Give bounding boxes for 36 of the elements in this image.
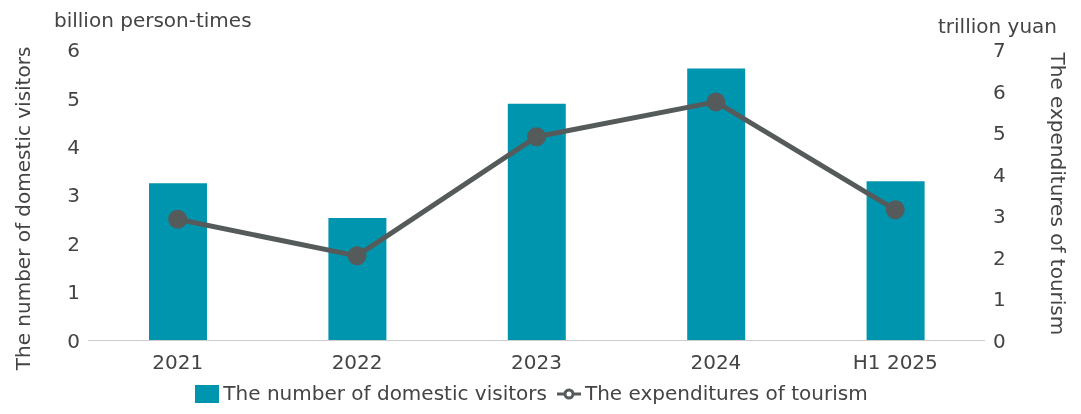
y-tick-label: 4 <box>67 134 80 159</box>
y-tick-label: 1 <box>67 280 80 305</box>
y2-tick-label: 3 <box>993 204 1006 229</box>
point <box>706 92 726 112</box>
point <box>168 209 188 229</box>
point <box>527 127 546 147</box>
bar <box>328 218 387 341</box>
text: billion person-times <box>54 8 252 32</box>
legend-label: The number of domestic visitors <box>223 380 547 405</box>
y2-axis-title: The expenditures of tourism <box>1045 51 1070 336</box>
y2-tick-label: 2 <box>993 245 1006 270</box>
y-tick-label: 0 <box>67 328 80 353</box>
legend-label: The expenditures of tourism <box>584 380 868 405</box>
bar <box>687 68 746 341</box>
text: trillion yuan <box>937 14 1057 38</box>
bar <box>866 181 925 341</box>
point <box>347 246 367 266</box>
y-axis-title: The number of domestic visitors <box>11 46 36 372</box>
bar <box>149 183 207 341</box>
y-tick-label: 3 <box>67 183 80 208</box>
y2-tick-label: 5 <box>993 121 1006 146</box>
y2-tick-label: 1 <box>993 287 1006 312</box>
point <box>885 200 905 220</box>
bar <box>507 103 566 341</box>
y2-tick-label: 4 <box>993 162 1006 187</box>
x-tick-label: 2022 <box>331 349 383 374</box>
x-tick-label: H1 2025 <box>852 349 938 374</box>
x-tick-label: 2021 <box>152 349 204 374</box>
x-tick-label: 2023 <box>511 349 562 374</box>
y2-tick-label: 0 <box>993 328 1006 353</box>
x-tick-label: 2024 <box>690 349 742 374</box>
y2-tick-label: 6 <box>993 79 1006 104</box>
y-tick-label: 5 <box>67 86 80 111</box>
y-tick-label: 6 <box>67 38 80 63</box>
y-tick-label: 2 <box>67 231 80 256</box>
y2-tick-label: 7 <box>993 38 1006 63</box>
